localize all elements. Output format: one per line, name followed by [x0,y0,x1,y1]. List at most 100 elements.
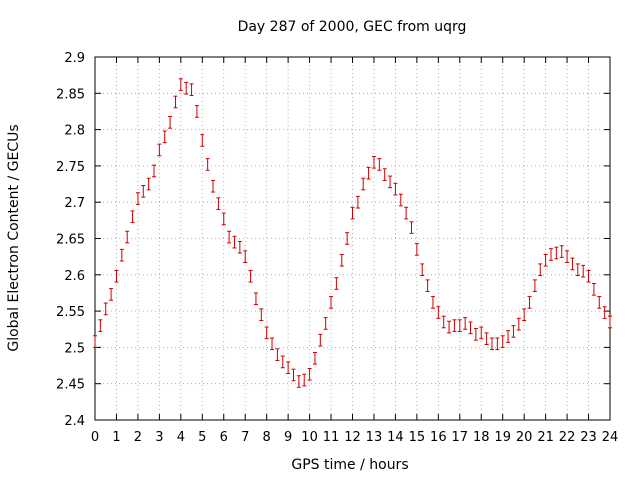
y-tick-label: 2.75 [56,160,85,175]
x-tick-label: 18 [473,430,490,445]
data-point [334,277,339,290]
x-tick-label: 10 [301,430,318,445]
x-axis-label: GPS time / hours [291,457,408,473]
data-point [125,230,130,244]
x-tick-label: 24 [602,430,619,445]
x-tick-label: 9 [284,430,292,445]
data-point [307,367,312,381]
data-point [479,326,484,340]
data-point [484,332,489,345]
data-point [361,177,366,191]
data-point [93,335,97,348]
data-point [388,175,393,189]
x-tick-label: 11 [323,430,340,445]
data-point [296,375,301,388]
data-point [602,306,607,319]
data-point [216,197,221,210]
data-point [232,235,237,249]
data-point [286,361,291,375]
y-tick-label: 2.5 [64,341,85,356]
x-tick-label: 17 [452,430,469,445]
x-tick-label: 8 [263,430,271,445]
data-point [608,315,612,329]
data-point [152,164,157,178]
data-point [506,330,511,343]
data-point [543,253,548,267]
data-point [135,192,140,205]
y-tick-labels: 2.4 2.45 2.5 2.55 2.6 2.65 2.7 2.75 2.8 2.85 2.9 [56,51,85,429]
data-point [339,253,344,267]
data-point [312,351,317,365]
data-point [570,257,575,271]
data-point [253,292,258,306]
data-point [350,206,355,220]
axis-ticks [94,56,611,421]
y-tick-label: 2.45 [56,378,85,393]
x-tick-label: 4 [177,430,185,445]
data-point [495,337,500,351]
data-point [270,337,275,351]
data-point [489,337,494,351]
x-tick-label: 22 [559,430,576,445]
grid [95,57,610,420]
y-tick-label: 2.85 [56,87,85,102]
data-point [447,320,452,334]
data-point [173,95,178,109]
data-point [554,246,559,260]
data-point [420,263,425,277]
data-point [329,296,334,309]
x-tick-label: 7 [241,430,249,445]
data-point [371,155,376,169]
data-point [559,245,564,258]
data-point [522,308,527,322]
data-point [473,328,478,341]
data-point [189,83,194,96]
data-point [184,81,189,95]
data-point [243,250,248,263]
data-point [511,325,516,338]
data-point [302,373,307,387]
data-point [146,177,151,191]
x-tick-label: 20 [516,430,533,445]
data-point [114,269,119,283]
data-point [205,158,210,171]
x-tick-label: 16 [430,430,447,445]
y-tick-label: 2.65 [56,233,85,248]
data-point [323,317,328,330]
data-point [194,105,199,118]
data-point [366,166,371,180]
x-tick-label: 21 [537,430,554,445]
x-tick-label: 6 [220,430,228,445]
data-point [586,269,591,283]
data-point [538,263,543,277]
data-point [382,168,387,181]
data-point [221,212,226,226]
data-point [398,193,403,207]
data-point [393,182,398,196]
data-point [430,296,435,309]
data-point [548,248,553,261]
x-tick-label: 3 [155,430,163,445]
data-point [259,308,264,322]
data-point [532,279,537,292]
data-point [468,321,473,335]
y-tick-label: 2.4 [64,414,85,429]
data-point [248,269,253,283]
data-point [441,315,446,329]
x-tick-label: 19 [494,430,511,445]
data-point [436,306,441,319]
data-point [457,319,462,332]
x-tick-label: 13 [366,430,383,445]
x-tick-label: 12 [344,430,361,445]
data-point [280,355,285,369]
data-point [291,368,296,382]
y-tick-label: 2.8 [64,124,85,139]
data-point [157,143,162,157]
data-point [565,250,570,263]
data-point [527,296,532,309]
data-point [130,210,135,224]
data-point [597,296,602,309]
x-tick-label: 23 [580,430,597,445]
x-tick-label: 14 [387,430,404,445]
